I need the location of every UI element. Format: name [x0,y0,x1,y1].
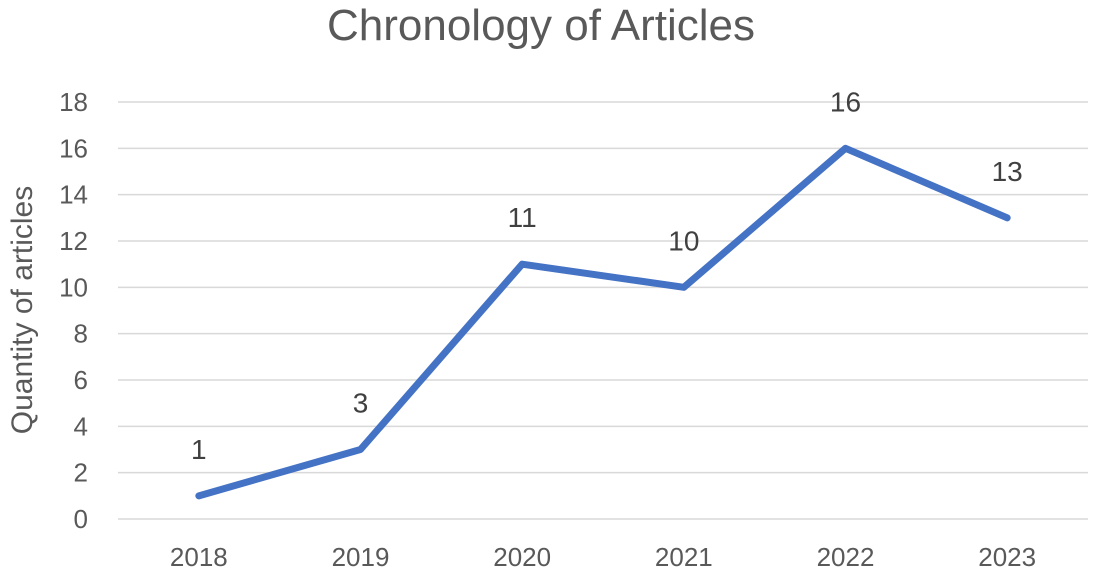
x-tick-label: 2018 [170,542,228,572]
x-tick-label: 2023 [978,542,1036,572]
data-label: 11 [508,202,537,233]
x-tick-label: 2021 [655,542,713,572]
gridlines [118,101,1088,520]
series-line [195,144,1011,500]
y-tick-label: 8 [74,319,88,349]
y-tick-label: 10 [59,272,88,302]
y-tick-label: 12 [59,226,88,256]
y-axis-ticks: 0 2 4 6 8 10 12 14 16 18 [59,87,88,534]
data-label: 1 [191,434,207,465]
x-tick-label: 2022 [817,542,875,572]
chart-title: Chronology of Articles [327,1,755,50]
y-tick-label: 6 [74,365,88,395]
x-tick-label: 2020 [493,542,551,572]
y-tick-label: 16 [59,133,88,163]
y-tick-label: 2 [74,458,88,488]
data-label: 16 [830,86,861,117]
data-label: 13 [992,156,1023,187]
series [195,144,1011,500]
y-tick-label: 0 [74,504,88,534]
y-tick-label: 4 [74,411,88,441]
y-tick-label: 18 [59,87,88,117]
data-label: 10 [668,225,699,256]
data-label: 3 [353,388,369,419]
y-axis-label: Quantity of articles [6,186,39,434]
y-tick-label: 14 [59,180,88,210]
x-tick-label: 2019 [332,542,390,572]
x-axis-ticks: 2018 2019 2020 2021 2022 2023 [170,542,1036,572]
